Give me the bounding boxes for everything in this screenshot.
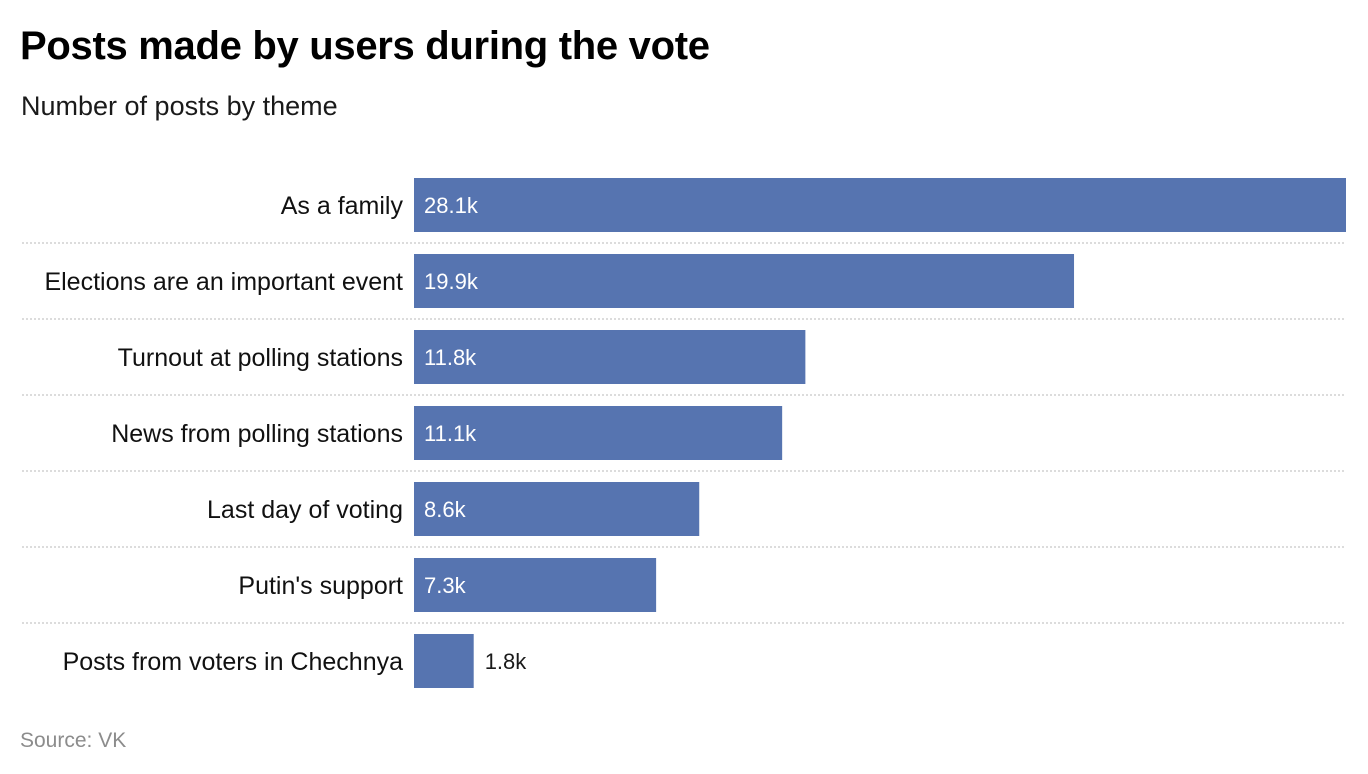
bar <box>414 634 474 688</box>
bar <box>414 254 1075 308</box>
category-label: News from polling stations <box>111 420 403 448</box>
chart-subtitle: Number of posts by theme <box>21 91 338 121</box>
category-label: Turnout at polling stations <box>118 344 403 372</box>
category-label: As a family <box>281 192 404 220</box>
category-label: Elections are an important event <box>44 268 403 296</box>
chart-title: Posts made by users during the vote <box>20 24 710 68</box>
value-label: 1.8k <box>485 649 528 674</box>
bar <box>414 558 657 612</box>
bar <box>414 178 1346 232</box>
source-note: Source: VK <box>20 729 127 752</box>
category-label: Last day of voting <box>207 496 403 524</box>
value-label: 7.3k <box>424 573 467 598</box>
value-label: 8.6k <box>424 497 467 522</box>
bar <box>414 406 783 460</box>
value-label: 11.1k <box>424 421 477 446</box>
category-label: Putin's support <box>238 572 403 600</box>
category-label: Posts from voters in Chechnya <box>63 648 404 676</box>
value-label: 11.8k <box>424 345 477 370</box>
bar <box>414 482 700 536</box>
bar <box>414 330 806 384</box>
value-label: 19.9k <box>424 269 479 294</box>
value-label: 28.1k <box>424 193 479 218</box>
